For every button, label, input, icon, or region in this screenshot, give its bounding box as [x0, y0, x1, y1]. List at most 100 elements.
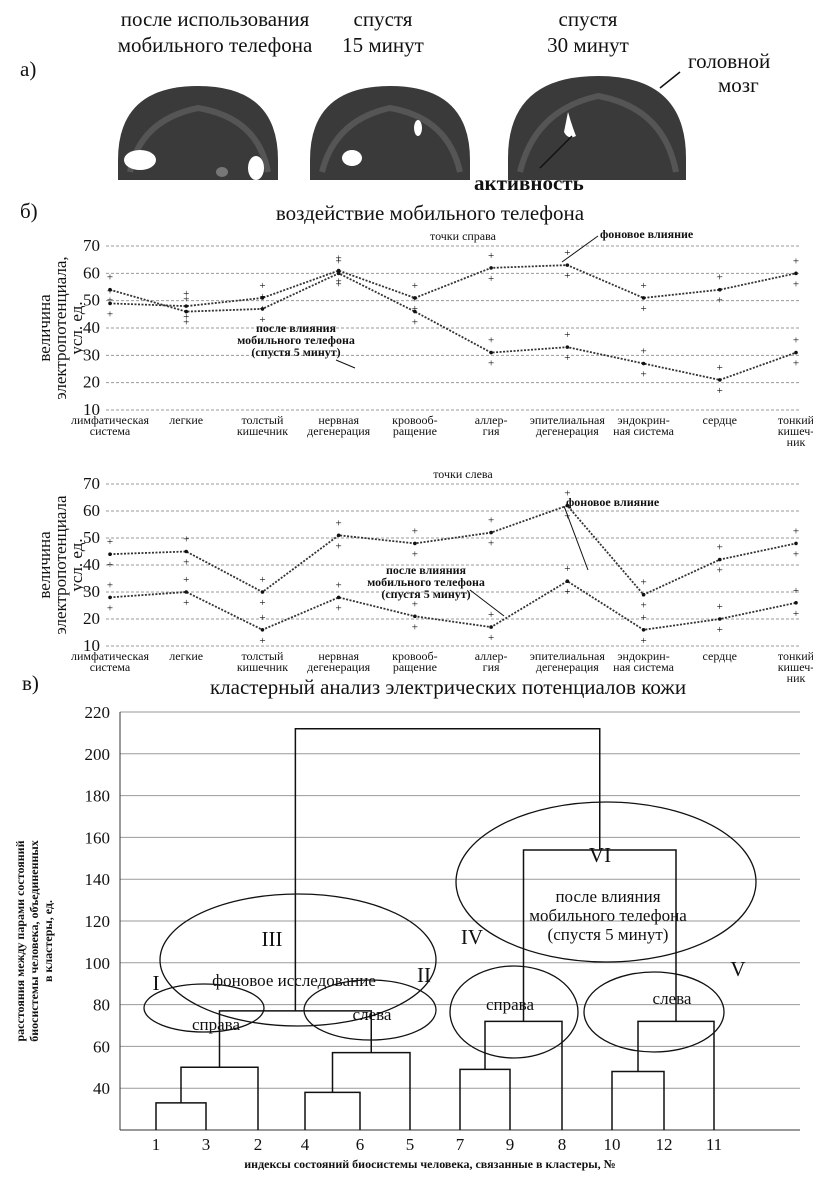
x-tick-label: толстый кишечник [237, 649, 288, 674]
caption-30min-line2: 30 минут [547, 33, 629, 57]
y-axis-label-line: расстояния между парами состояний [13, 840, 27, 1041]
cluster-number: II [417, 963, 431, 987]
data-point [260, 307, 265, 311]
x-tick-label: аллер-гия [475, 649, 508, 674]
error-mark: + [793, 608, 799, 620]
brain-label-line2: мозг [718, 73, 759, 97]
y-tick-label: 50 [83, 291, 100, 310]
cluster-label-line: мобильного телефона [529, 906, 687, 925]
data-point [108, 595, 112, 600]
error-mark: + [717, 272, 723, 284]
y-axis-label-line: величина [35, 294, 54, 362]
leaf-label: 12 [656, 1135, 673, 1154]
x-tick-label: аллер-гия [475, 413, 508, 438]
error-mark: + [640, 303, 646, 315]
annotation-line: мобильного телефона [367, 575, 485, 589]
error-mark: + [412, 548, 418, 560]
y-tick-label: 40 [83, 555, 100, 574]
leaf-label: 11 [706, 1135, 722, 1154]
cluster-number: VI [589, 843, 611, 867]
x-tick-label-line: ник [787, 671, 806, 685]
y-tick-label: 120 [85, 912, 111, 931]
error-mark: + [717, 624, 723, 636]
error-mark: + [412, 294, 418, 306]
error-mark: + [107, 295, 113, 307]
x-tick-label-line: лимфатическая [71, 413, 149, 427]
leaf-label: 10 [604, 1135, 621, 1154]
error-mark: + [336, 540, 342, 552]
x-tick-label-line: лимфатическая [71, 649, 149, 663]
y-tick-label: 40 [83, 318, 100, 337]
error-mark: + [564, 511, 570, 523]
error-mark: + [640, 346, 646, 358]
cluster-ellipse [159, 893, 437, 1027]
y-tick-label: 180 [85, 787, 111, 806]
error-mark: + [259, 612, 265, 624]
x-tick-label: тонкий кишеч-ник [778, 649, 813, 685]
x-tick-label: нервная дегенерация [307, 649, 370, 674]
chart-title: точки слева [433, 467, 493, 481]
x-tick-label-line: дегенерация [307, 660, 370, 674]
data-point [336, 533, 341, 538]
panel-b-label: б) [20, 199, 38, 223]
data-point [489, 350, 493, 355]
x-tick-label-line: дегенерация [536, 660, 599, 674]
leaf-label: 4 [301, 1135, 310, 1154]
annotation-line: мобильного телефона [237, 333, 355, 347]
cluster-ellipse [583, 971, 725, 1053]
x-tick-label: лимфатическая система [71, 649, 149, 674]
dendrogram-link [155, 1102, 207, 1130]
x-tick-label-line: кишечник [237, 660, 288, 674]
data-point [717, 557, 722, 562]
error-mark: + [717, 601, 723, 613]
data-point [108, 287, 112, 292]
x-tick-label-line: аллер- [475, 413, 508, 427]
error-mark: + [412, 598, 418, 610]
line-chart-right-points: 10203040506070величинаэлектропотенциала,… [35, 227, 813, 449]
error-mark: + [336, 602, 342, 614]
data-point [184, 304, 189, 308]
cluster-ellipse [449, 965, 579, 1059]
y-tick-label: 50 [83, 528, 100, 547]
error-mark: + [336, 255, 342, 267]
brain-scan-after-use [118, 86, 278, 180]
y-axis-label-line: биосистемы человека, объединенных [27, 840, 41, 1042]
dendrogram-link [180, 1066, 259, 1130]
x-tick-label-line: система [90, 424, 131, 438]
error-mark: + [488, 632, 494, 644]
panel-c-title: кластерный анализ электрических потенциа… [210, 675, 686, 699]
x-tick-label-line: кишеч- [778, 424, 813, 438]
error-mark: + [793, 548, 799, 560]
data-point [108, 552, 112, 556]
error-mark: + [259, 291, 265, 303]
y-tick-label: 140 [85, 870, 111, 889]
error-mark: + [412, 280, 418, 292]
y-tick-label: 10 [83, 636, 100, 655]
error-mark: + [793, 278, 799, 290]
brain-pointer [659, 71, 681, 89]
data-point [413, 614, 417, 619]
dendrogram-link [484, 1020, 563, 1130]
error-mark: + [183, 294, 189, 306]
leaf-label: 9 [506, 1135, 515, 1154]
x-tick-label: нервная дегенерация [307, 413, 370, 438]
series-line-after-phone [109, 580, 797, 631]
y-tick-label: 200 [85, 745, 111, 764]
x-tick-label: легкие [169, 649, 203, 663]
panel-a-label: а) [20, 57, 36, 81]
data-point [794, 601, 798, 605]
dendrogram-link [637, 1020, 715, 1130]
x-tick-label-line: гия [483, 424, 500, 438]
y-tick-label: 30 [83, 345, 100, 364]
error-mark: + [336, 253, 342, 265]
data-point [336, 268, 341, 273]
x-tick-label-line: кишечник [237, 424, 288, 438]
x-tick-label: сердце [703, 413, 738, 427]
error-mark: + [640, 577, 646, 589]
leaf-label: 8 [558, 1135, 567, 1154]
data-point [260, 590, 265, 594]
error-mark: + [183, 557, 189, 569]
error-mark: + [259, 635, 265, 647]
error-mark: + [336, 579, 342, 591]
leaf-label: 1 [152, 1135, 161, 1154]
